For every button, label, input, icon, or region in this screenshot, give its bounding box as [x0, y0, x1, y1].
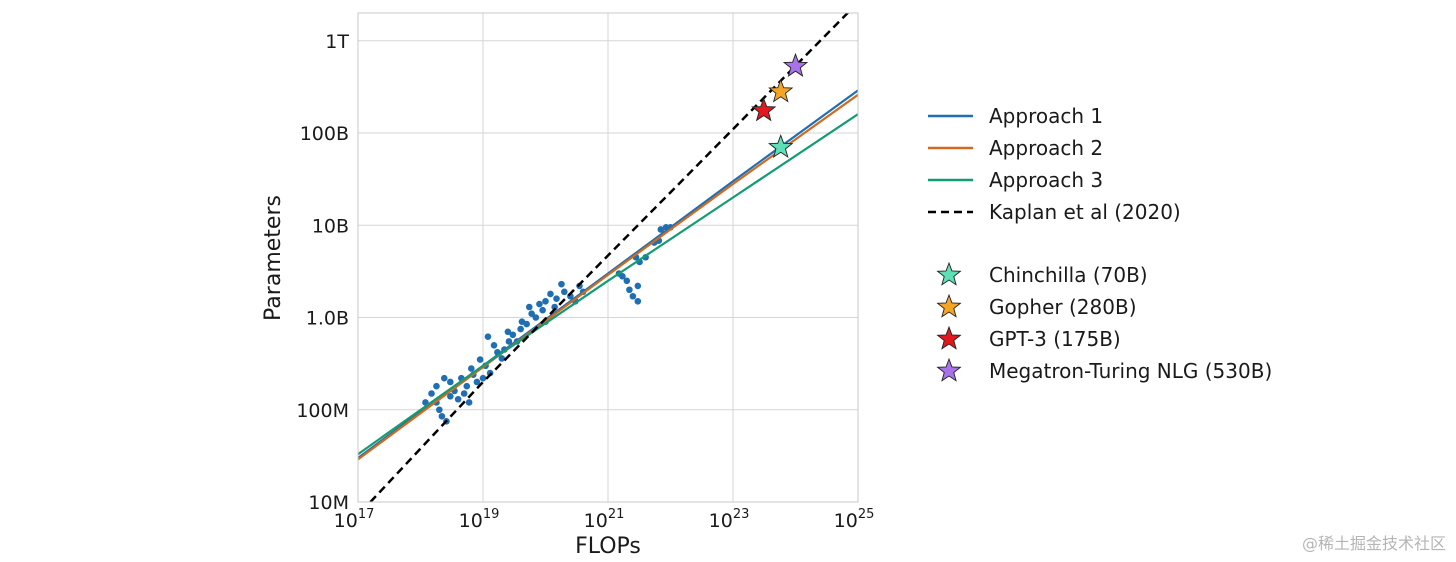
- series-line: [369, 13, 850, 502]
- scatter-point: [619, 272, 626, 280]
- x-tick-exponent: 17: [358, 507, 375, 522]
- y-tick-label: 100B: [300, 123, 349, 145]
- y-tick-label: 100M: [296, 400, 349, 422]
- scatter-point: [509, 331, 517, 339]
- x-tick-exponent: 23: [733, 507, 750, 522]
- legend-entry-label: Approach 3: [989, 168, 1103, 192]
- legend-entry-label: Approach 2: [989, 136, 1103, 160]
- scatter-point: [629, 292, 637, 300]
- x-tick-base: 10: [709, 510, 733, 532]
- legend: Approach 1 Approach 2 Approach 3 Kaplan et …: [928, 104, 1272, 383]
- y-tick-label: 10M: [308, 492, 349, 514]
- x-tick-base: 10: [334, 510, 358, 532]
- scatter-point: [484, 333, 492, 340]
- y-axis-label: Parameters: [261, 195, 286, 321]
- legend-star-swatch: [936, 325, 962, 350]
- scatter-point: [657, 226, 665, 233]
- legend-entry-label: Kaplan et al (2020): [989, 200, 1181, 224]
- scatter-point: [454, 395, 462, 403]
- scatter-point: [473, 378, 481, 386]
- scatter-point: [551, 303, 558, 311]
- scatter-point: [547, 290, 554, 298]
- scatter-point: [532, 314, 540, 321]
- scatter-point: [447, 392, 454, 400]
- scatter-point: [436, 406, 443, 414]
- scatter-point: [523, 320, 530, 328]
- scatter-point: [561, 288, 568, 296]
- plot-frame: [357, 12, 859, 503]
- y-tick-label: 10B: [312, 215, 349, 237]
- y-axis-ticks: 10M 100M 1.0B 10B 100B 1T: [296, 31, 349, 514]
- x-tick-label: 1025: [834, 507, 875, 532]
- scatter-point: [440, 374, 448, 382]
- model-star: [768, 133, 794, 159]
- legend-entry-label: Gopher (280B): [989, 295, 1137, 319]
- scatter-point: [447, 378, 454, 386]
- scatter-point: [558, 280, 565, 288]
- scatter-point: [525, 303, 533, 311]
- x-tick-label: 1017: [334, 507, 375, 532]
- grid: [357, 13, 859, 503]
- legend-star-swatch: [936, 357, 962, 382]
- x-tick-base: 10: [834, 510, 858, 532]
- x-tick-base: 10: [584, 510, 608, 532]
- x-tick-exponent: 21: [608, 507, 625, 522]
- legend-entry-label: GPT-3 (175B): [989, 327, 1121, 351]
- legend-entry-label: Approach 1: [989, 104, 1103, 128]
- x-tick-exponent: 25: [858, 507, 875, 522]
- series-line: [358, 113, 858, 456]
- scatter-point: [626, 286, 633, 294]
- legend-star-swatch: [936, 293, 962, 318]
- scatter-point: [498, 355, 506, 362]
- watermark: @稀土掘金技术社区: [1301, 534, 1446, 553]
- scatter-point: [476, 356, 484, 363]
- scatter-point: [505, 338, 513, 345]
- legend-star-swatch: [936, 261, 962, 286]
- legend-entry-label: Chinchilla (70B): [989, 263, 1148, 287]
- x-tick-label: 1019: [459, 507, 500, 532]
- scatter-point: [539, 306, 546, 314]
- scatter-point: [463, 382, 471, 390]
- scatter-point: [634, 297, 642, 305]
- scatter-point: [536, 300, 543, 308]
- y-tick-label: 1T: [325, 31, 349, 53]
- scatter-point: [623, 277, 631, 285]
- scatter-point: [428, 390, 435, 397]
- x-tick-label: 1021: [584, 507, 625, 532]
- scatter-point: [468, 365, 475, 372]
- scatter-point: [460, 390, 468, 397]
- scatter-point: [634, 282, 642, 290]
- model-star: [751, 97, 777, 122]
- scatter-point: [517, 325, 524, 333]
- x-tick-base: 10: [459, 510, 483, 532]
- model-star: [782, 52, 809, 77]
- scatter-point: [433, 382, 440, 390]
- x-axis-ticks: 1017 1019 1021 1023 1025: [334, 507, 875, 532]
- scatter-point: [479, 374, 487, 382]
- scatter-point: [465, 399, 473, 406]
- scatter-point: [528, 310, 535, 317]
- scatter-point: [438, 412, 446, 420]
- legend-entry-label: Megatron-Turing NLG (530B): [989, 359, 1272, 383]
- scatter-point: [504, 328, 512, 336]
- x-axis-label: FLOPs: [575, 534, 641, 559]
- model-star: [768, 78, 794, 103]
- x-tick-label: 1023: [709, 507, 750, 532]
- scatter-point: [542, 297, 549, 305]
- scatter-point: [490, 341, 498, 349]
- x-tick-exponent: 19: [483, 507, 500, 522]
- y-tick-label: 1.0B: [306, 308, 349, 330]
- scatter-point: [553, 295, 560, 302]
- model-stars: [751, 52, 809, 159]
